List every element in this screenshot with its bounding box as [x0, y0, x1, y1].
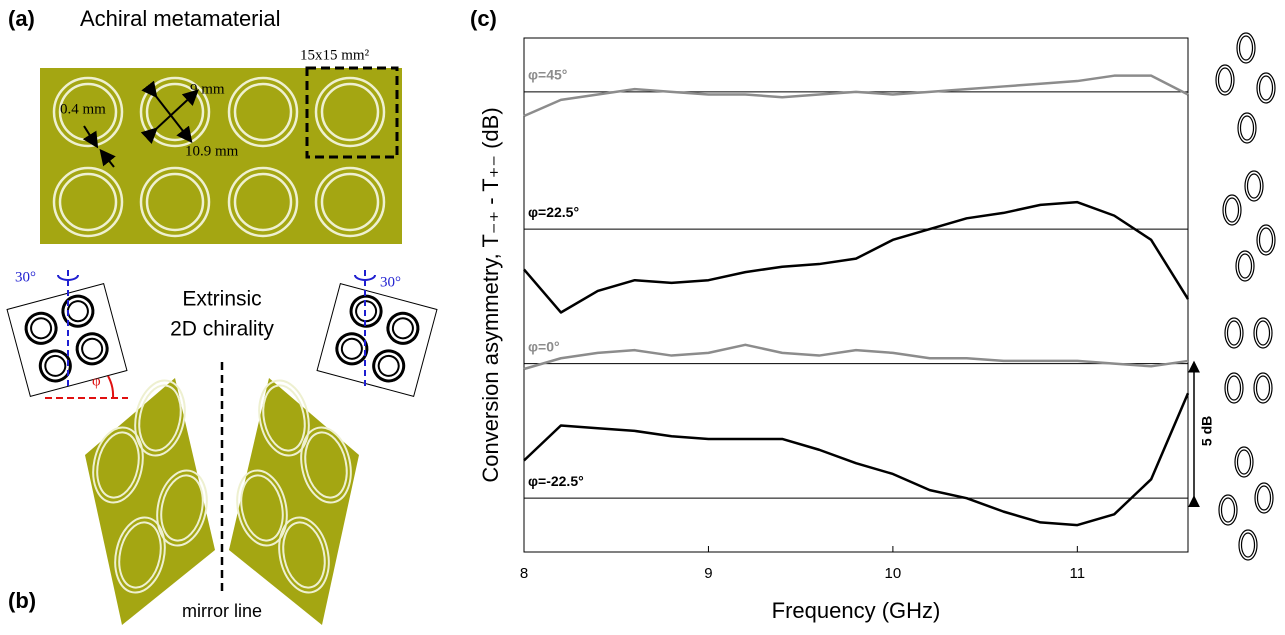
series-label: φ=-22.5°	[528, 473, 584, 489]
x-tick-label: 8	[520, 565, 528, 582]
rotation-arrow	[354, 274, 376, 281]
annotation: 0.4 mm	[60, 101, 106, 117]
icons	[1215, 32, 1276, 561]
unit-cell-box	[305, 66, 399, 159]
series-label: φ=45°	[528, 67, 567, 83]
annotation: 2D chirality	[170, 318, 274, 341]
scale-bar-label: 5 dB	[1199, 416, 1215, 446]
arrow	[141, 80, 193, 144]
panel-label: (c)	[470, 6, 497, 31]
plot-frame	[523, 37, 1189, 553]
line	[523, 392, 1190, 527]
panel-label: (a)	[8, 6, 35, 31]
annotation: 15x15 mm²	[300, 47, 370, 63]
sample-photo	[229, 378, 359, 625]
panel-title: Achiral metamaterial	[80, 6, 281, 31]
line	[523, 200, 1190, 314]
sample-photo	[85, 378, 215, 625]
x-tick-label: 9	[704, 565, 712, 582]
x-tick-label: 11	[1070, 565, 1086, 582]
annotation: 30°	[380, 274, 401, 290]
arrow	[82, 125, 99, 149]
line	[523, 343, 1189, 371]
x-tick-label: 10	[885, 565, 902, 582]
rotation-arrow	[57, 274, 79, 281]
annotation: 30°	[15, 269, 36, 285]
arrow	[99, 148, 116, 168]
y-axis-label: Conversion asymmetry, T₋₊ - T₊₋ (dB)	[478, 107, 503, 482]
annotation: 9 mm	[190, 81, 225, 97]
series-label: φ=0°	[528, 338, 560, 354]
x-axis-label: Frequency (GHz)	[772, 598, 941, 623]
line	[523, 74, 1189, 118]
series-label: φ=22.5°	[528, 204, 579, 220]
schematic	[316, 282, 438, 398]
annotation: mirror line	[182, 601, 262, 621]
angle-arc	[107, 375, 115, 399]
panel-label: (b)	[8, 588, 36, 613]
annotation: φ	[92, 373, 101, 389]
annotation: 10.9 mm	[185, 143, 239, 159]
annotation: Extrinsic	[182, 288, 261, 311]
